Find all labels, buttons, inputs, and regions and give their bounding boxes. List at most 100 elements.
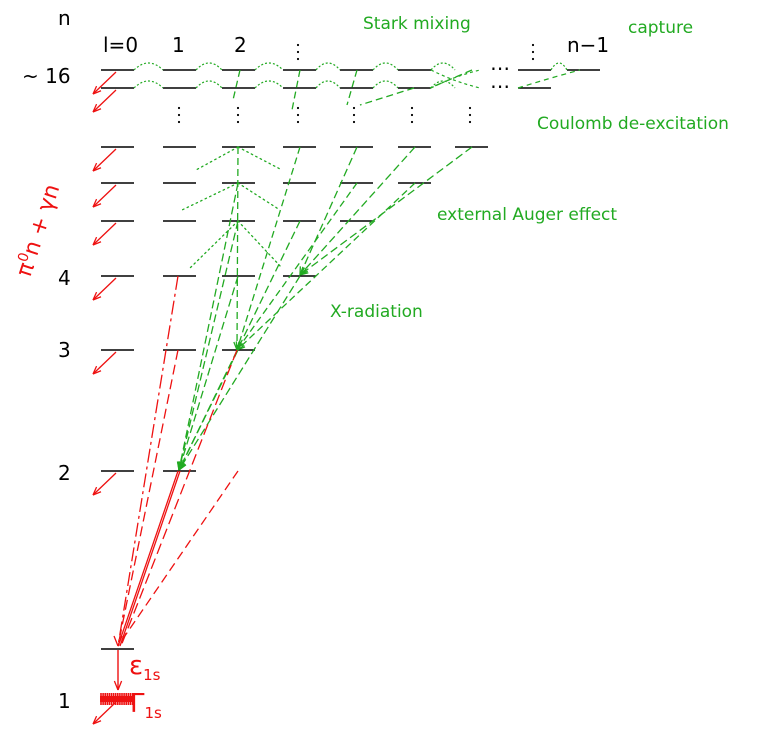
vertical-dot — [352, 120, 356, 124]
cascade-transition — [291, 69, 301, 111]
cascade-transition — [429, 69, 473, 89]
vertical-ellipses — [177, 43, 535, 124]
cascade-transition — [299, 146, 416, 276]
auger-transition — [195, 146, 239, 171]
absorption-arrow — [92, 148, 117, 172]
stark-wave — [254, 80, 284, 89]
xray-transition — [117, 275, 179, 647]
stark-mixing-label: Stark mixing — [363, 14, 471, 34]
n-label-1: 1 — [58, 689, 71, 713]
auger-dotted-transitions — [181, 146, 283, 269]
vertical-dot — [531, 43, 535, 47]
arrow-head — [113, 635, 123, 647]
cascade-transition — [236, 146, 301, 351]
x-radiation-label: X-radiation — [330, 302, 423, 322]
cascade-transition — [236, 182, 416, 351]
l-label-0: l=0 — [103, 33, 138, 57]
vertical-dot — [410, 120, 414, 124]
external-auger-label: external Auger effect — [437, 205, 617, 225]
arrow-head — [299, 267, 309, 276]
xray-transition — [117, 470, 179, 647]
stark-wave — [430, 62, 456, 71]
absorption-arrow — [92, 89, 117, 113]
gamma-subscript: 1s — [145, 704, 163, 722]
vertical-dot — [236, 113, 240, 117]
vertical-dot — [177, 120, 181, 124]
l-label-2: 2 — [234, 33, 247, 57]
n-label-4: 4 — [58, 266, 71, 290]
stark-wave — [133, 62, 164, 71]
arrow-head — [92, 486, 102, 496]
n-axis-label: n — [58, 6, 71, 30]
auger-transition — [237, 146, 283, 171]
arrow-head — [92, 291, 102, 301]
epsilon-symbol: ε — [129, 651, 143, 681]
arrow-head — [92, 236, 102, 246]
stark-wave — [372, 80, 399, 89]
n-label-16: ~ 16 — [22, 64, 71, 88]
arrow-head — [92, 85, 102, 95]
vertical-dot — [177, 106, 181, 110]
l-label-1: 1 — [172, 33, 185, 57]
arrow-head — [92, 715, 102, 725]
arrow-head — [92, 103, 102, 113]
stark-wave — [430, 69, 481, 89]
xray-transition — [117, 470, 239, 647]
absorption-arrow — [92, 184, 117, 208]
stark-wave — [550, 62, 568, 71]
vertical-dot — [468, 106, 472, 110]
auger-transition — [189, 220, 239, 269]
cascade-transition — [359, 87, 415, 106]
n-label-2: 2 — [58, 461, 71, 485]
side-label-rest: n + γn — [19, 181, 65, 258]
ground-state-width — [100, 693, 135, 705]
stark-wave — [254, 62, 284, 71]
vertical-dot — [531, 50, 535, 54]
cascade-transition — [236, 146, 239, 351]
vertical-dot — [236, 106, 240, 110]
vertical-dot — [236, 120, 240, 124]
l-label-nminus1: n−1 — [567, 33, 609, 57]
stark-wave — [195, 62, 223, 71]
vertical-dot — [468, 113, 472, 117]
cascade-transition — [178, 220, 239, 471]
vertical-dot — [352, 106, 356, 110]
arrow-head — [92, 198, 102, 208]
vertical-dot — [296, 43, 300, 47]
arrow-head — [113, 680, 123, 691]
stark-wave — [133, 80, 164, 89]
vertical-dot — [296, 50, 300, 54]
cascade-transition — [178, 182, 239, 471]
cascade-transition — [178, 220, 301, 471]
auger-transition — [237, 182, 281, 211]
stark-mixing-waves — [133, 62, 581, 89]
vertical-dot — [531, 57, 535, 61]
vertical-dot — [296, 57, 300, 61]
xray-transition — [117, 349, 179, 647]
ellipsis-second: ⋯ — [490, 74, 510, 98]
vertical-dot — [468, 120, 472, 124]
absorption-arrow — [92, 701, 117, 725]
auger-transition — [237, 220, 283, 269]
arrow-head — [92, 365, 102, 375]
epsilon-1s-label: ε1s — [129, 651, 161, 684]
stark-wave — [430, 69, 481, 89]
energy-levels — [101, 69, 600, 650]
n-label-3: 3 — [58, 338, 71, 362]
absorption-arrow — [92, 71, 117, 95]
stark-wave — [315, 80, 341, 89]
xray-transitions-to-1s — [113, 275, 239, 691]
cascade-transition — [299, 146, 358, 276]
stark-wave — [517, 69, 581, 89]
stark-wave — [315, 62, 341, 71]
stark-wave — [430, 80, 456, 89]
cascade-transition — [178, 275, 301, 471]
cascade-transition — [346, 69, 358, 106]
xray-transition — [119, 470, 181, 647]
vertical-dot — [296, 120, 300, 124]
vertical-dot — [296, 106, 300, 110]
absorption-arrow — [92, 222, 117, 246]
arrow-head — [92, 162, 102, 172]
cascade-transition — [178, 275, 239, 471]
